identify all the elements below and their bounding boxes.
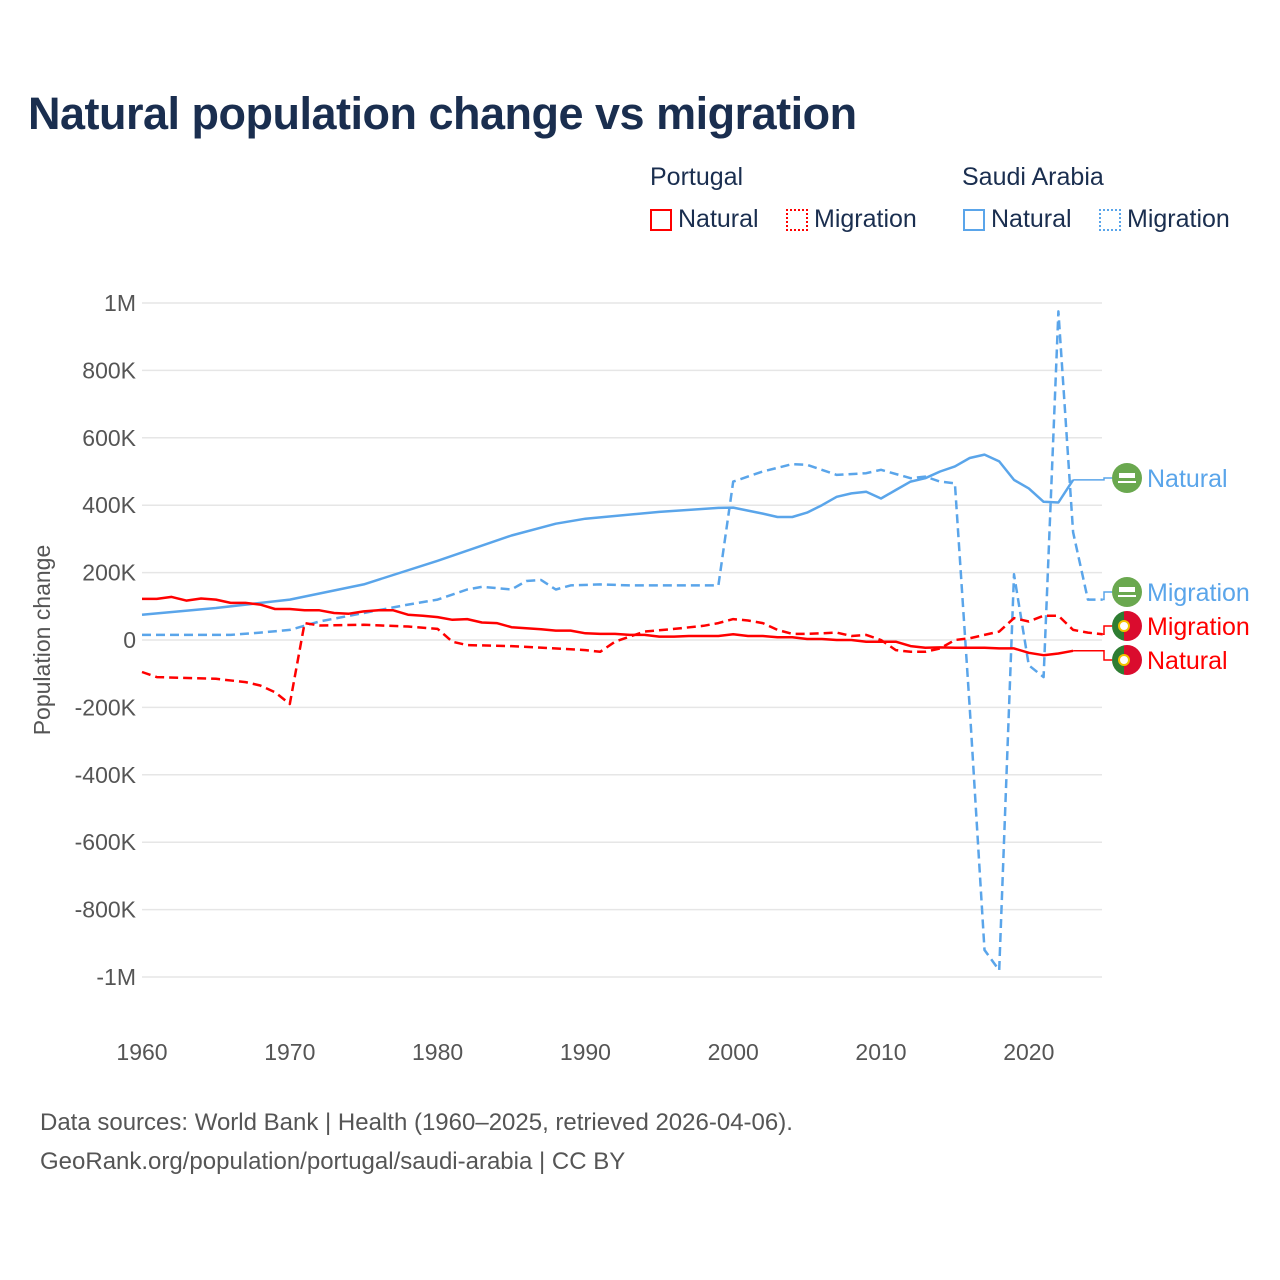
dotted-swatch-icon [786, 208, 808, 231]
end-label: Migration [1147, 613, 1250, 641]
legend-label: Migration [1127, 205, 1230, 233]
saudi-flag-icon [1112, 577, 1142, 607]
leader-line [1102, 625, 1112, 636]
saudi-flag-icon [1112, 463, 1142, 493]
legend-label: Natural [991, 205, 1072, 233]
series-line-saudi-arabia-migration [142, 310, 1103, 972]
legend-portugal-migration[interactable]: Migration [786, 205, 917, 234]
y-tick-label: 200K [82, 560, 136, 586]
x-tick-label: 2000 [708, 1039, 759, 1065]
legend-label: Natural [678, 205, 759, 233]
y-tick-label: 600K [82, 425, 136, 451]
leader-line [1073, 477, 1112, 481]
footer-url[interactable]: GeoRank.org/population/portugal/saudi-ar… [40, 1148, 626, 1175]
solid-swatch-icon [650, 208, 672, 231]
legend-saudi-natural[interactable]: Natural [963, 205, 1072, 234]
chart-title: Natural population change vs migration [28, 88, 857, 139]
x-tick-label: 2020 [1003, 1039, 1054, 1065]
series-line-portugal-natural [142, 595, 1074, 657]
legend-group-saudi-arabia: Saudi Arabia [962, 163, 1104, 191]
y-tick-label: -1M [96, 964, 136, 990]
end-label: Natural [1147, 647, 1228, 675]
x-tick-label: 2010 [855, 1039, 906, 1065]
x-tick-label: 1970 [264, 1039, 315, 1065]
footer-sources: Data sources: World Bank | Health (1960–… [40, 1109, 793, 1136]
x-tick-label: 1980 [412, 1039, 463, 1065]
y-tick-label: -200K [75, 694, 137, 720]
series-line-portugal-migration [141, 614, 1103, 706]
legend-group-portugal: Portugal [650, 163, 744, 191]
x-tick-label: 1990 [560, 1039, 611, 1065]
y-axis-label: Population change [29, 545, 55, 736]
y-tick-label: 0 [123, 627, 136, 653]
series-line-saudi-arabia-natural [141, 453, 1075, 616]
flag-script [1119, 473, 1135, 478]
flag-emblem [1118, 654, 1130, 666]
portugal-flag-icon [1112, 645, 1142, 675]
solid-swatch-icon [963, 208, 985, 231]
flag-emblem [1118, 620, 1130, 632]
portugal-flag-icon [1112, 611, 1142, 641]
end-label: Migration [1147, 579, 1250, 607]
x-tick-label: 1960 [116, 1039, 167, 1065]
flag-sword [1118, 481, 1136, 483]
flag-script [1119, 587, 1135, 592]
y-tick-label: 1M [104, 290, 136, 316]
dotted-swatch-icon [1099, 208, 1121, 231]
flag-red [1124, 645, 1142, 675]
flag-red [1124, 611, 1142, 641]
legend-saudi-migration[interactable]: Migration [1099, 205, 1230, 234]
y-tick-label: 800K [82, 357, 136, 383]
legend-label: Migration [814, 205, 917, 233]
flag-sword [1118, 595, 1136, 597]
y-tick-label: 400K [82, 492, 136, 518]
leader-line [1073, 650, 1112, 661]
y-tick-label: -600K [75, 829, 137, 855]
legend-portugal-natural[interactable]: Natural [650, 205, 759, 234]
end-label: Natural [1147, 465, 1228, 493]
y-tick-label: -400K [75, 762, 137, 788]
y-tick-label: -800K [75, 897, 137, 923]
leader-line [1102, 591, 1112, 601]
